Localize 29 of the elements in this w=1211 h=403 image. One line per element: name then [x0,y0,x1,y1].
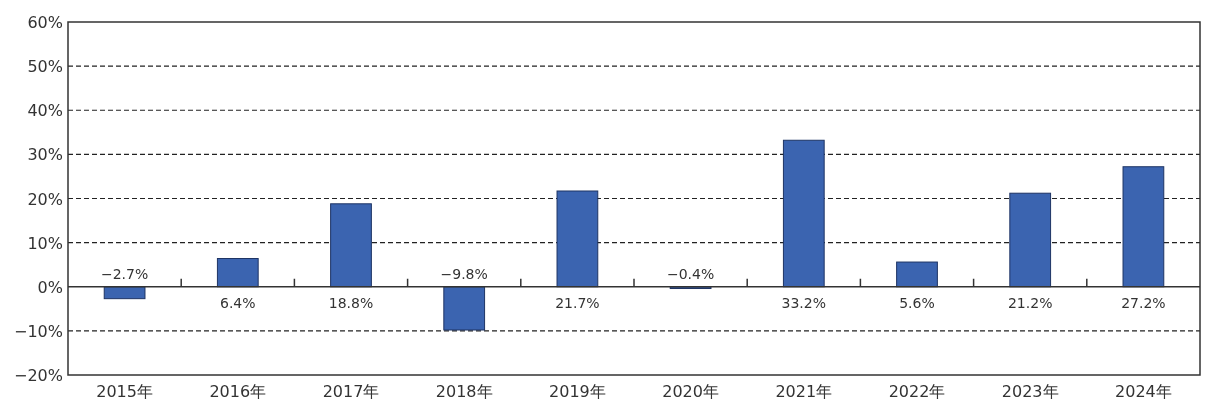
y-tick-label: 50% [27,57,63,77]
data-label: 27.2% [1121,294,1166,311]
x-tick-label: 2022年 [888,382,946,401]
x-tick-label: 2016年 [209,382,267,401]
y-tick-label: 0% [37,277,63,297]
x-tick-label: 2018年 [435,382,493,401]
x-tick-label: 2023年 [1001,382,1059,401]
y-tick-label: 30% [27,145,63,165]
y-tick-label: 60% [27,13,63,32]
y-tick-label: 20% [27,189,63,209]
data-label: −9.8% [440,265,488,282]
data-label: 5.6% [899,294,935,311]
data-label: 18.8% [328,294,374,311]
data-label: −2.7% [100,265,149,282]
y-tick-label: 40% [27,101,63,121]
data-label: −0.4% [666,265,715,282]
x-tick-label: 2019年 [549,382,606,401]
data-label: 21.7% [555,294,600,311]
y-tick-label: −10% [14,321,63,341]
x-tick-label: 2020年 [662,382,719,401]
data-label: 6.4% [220,294,256,311]
data-label: 33.2% [781,294,827,311]
x-tick-label: 2017年 [322,382,380,401]
x-tick-label: 2021年 [775,382,833,401]
data-label: 21.2% [1007,294,1053,311]
y-tick-label: 10% [27,233,63,253]
x-tick-label: 2024年 [1115,382,1172,401]
y-tick-label: −20% [14,366,63,385]
x-tick-label: 2015年 [96,382,153,401]
